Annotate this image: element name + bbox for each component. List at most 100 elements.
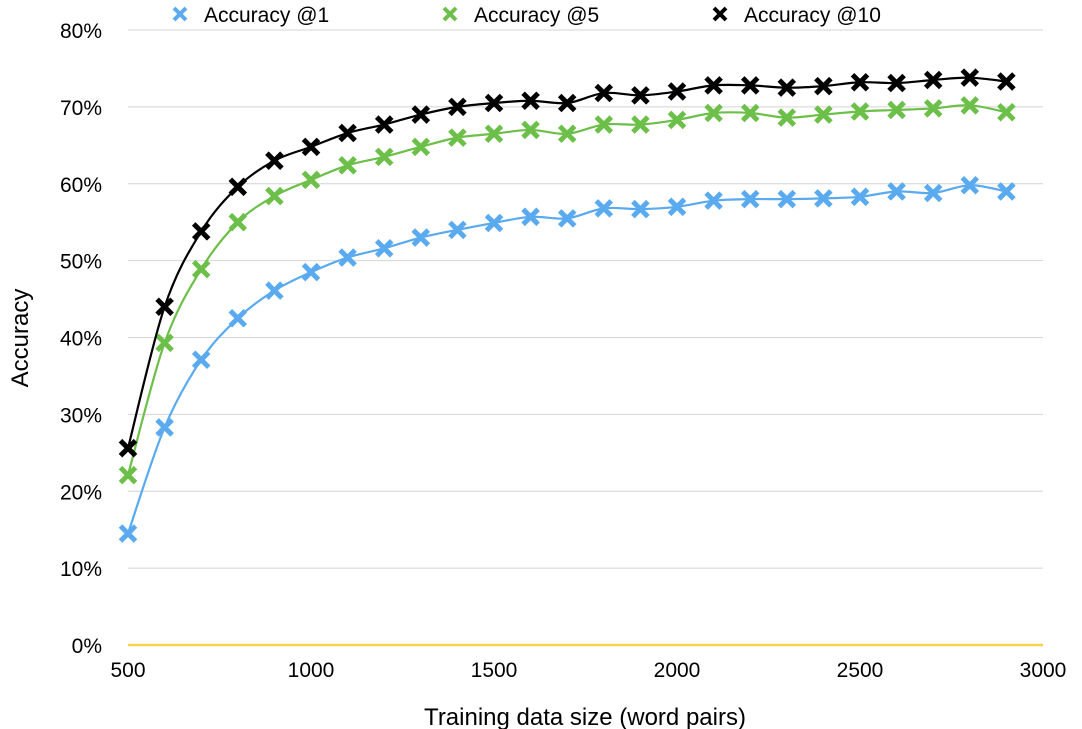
data-point: [740, 103, 760, 123]
marker-stroke: [740, 189, 760, 209]
marker-stroke: [814, 189, 833, 208]
marker-stroke: [265, 281, 284, 300]
legend-label: Accuracy @5: [474, 4, 599, 27]
data-point: [923, 183, 943, 203]
marker-stroke: [631, 199, 650, 219]
series-accuracy-5: [118, 96, 1016, 485]
marker-stroke: [740, 103, 760, 123]
data-point: [850, 187, 870, 207]
marker-stroke: [448, 220, 467, 240]
marker-stroke: [301, 262, 321, 282]
marker-stroke: [704, 76, 723, 95]
marker-stroke: [228, 177, 248, 197]
data-point: [191, 259, 211, 279]
marker-stroke: [521, 91, 540, 110]
marker-stroke: [338, 156, 357, 175]
data-point: [997, 182, 1016, 201]
marker-stroke: [338, 248, 357, 267]
data-point: [411, 105, 431, 124]
marker-stroke: [997, 72, 1016, 91]
x-tick-label: 2000: [654, 659, 701, 682]
x-tick-label: 1000: [288, 659, 335, 682]
legend-item: Accuracy @1: [172, 4, 329, 27]
data-point: [265, 151, 284, 170]
data-point: [960, 96, 980, 115]
data-point: [301, 170, 321, 190]
data-point: [740, 189, 760, 209]
y-tick-label: 50%: [60, 251, 102, 274]
y-tick-label: 30%: [60, 404, 102, 427]
marker-stroke: [814, 76, 833, 96]
marker-stroke: [557, 124, 577, 144]
data-point: [557, 209, 577, 228]
data-point: [557, 124, 577, 144]
data-point: [191, 350, 211, 370]
marker-stroke: [887, 73, 906, 93]
marker-stroke: [374, 239, 394, 258]
marker-stroke: [172, 6, 188, 22]
marker-stroke: [960, 96, 980, 115]
marker-stroke: [631, 86, 650, 105]
marker-stroke: [594, 115, 614, 134]
marker-stroke: [191, 222, 211, 241]
marker-stroke: [997, 102, 1016, 122]
marker-stroke: [301, 137, 321, 157]
marker-stroke: [594, 83, 614, 103]
data-point: [594, 199, 614, 218]
data-point: [594, 83, 614, 103]
data-point: [118, 438, 138, 458]
series-accuracy-10: [118, 68, 1016, 458]
y-tick-label: 40%: [60, 328, 102, 351]
marker-stroke: [118, 524, 138, 543]
marker-stroke: [557, 93, 577, 113]
legend: Accuracy @1 Accuracy @5 Accuracy @10: [172, 4, 881, 27]
data-point: [448, 220, 467, 240]
marker-stroke: [997, 182, 1016, 201]
marker-stroke: [777, 108, 797, 127]
marker-stroke: [777, 78, 797, 97]
marker-stroke: [667, 110, 687, 130]
data-point: [118, 465, 138, 485]
data-point: [667, 110, 687, 130]
marker-stroke: [484, 124, 504, 144]
y-tick-label: 70%: [60, 97, 102, 120]
marker-stroke: [411, 228, 431, 247]
marker-stroke: [740, 76, 760, 95]
data-point: [923, 70, 943, 90]
data-point: [448, 97, 467, 117]
marker-stroke: [374, 147, 394, 167]
data-point: [484, 124, 504, 144]
data-point: [155, 297, 174, 317]
data-point: [631, 86, 650, 105]
marker-stroke: [442, 6, 458, 22]
marker-stroke: [155, 297, 174, 317]
data-point: [704, 191, 723, 210]
marker-stroke: [118, 465, 138, 485]
data-point: [301, 262, 321, 282]
legend-marker-icon: [442, 6, 458, 22]
marker-stroke: [850, 187, 870, 207]
marker-stroke: [228, 212, 248, 232]
marker-stroke: [448, 97, 467, 117]
data-point: [777, 189, 797, 209]
x-tick-label: 3000: [1020, 659, 1067, 682]
legend-item: Accuracy @10: [712, 4, 881, 27]
data-point: [374, 147, 394, 167]
marker-stroke: [411, 137, 431, 157]
series-line: [126, 184, 1007, 534]
marker-stroke: [923, 99, 943, 118]
data-point: [850, 73, 870, 92]
data-point: [484, 93, 504, 113]
data-point: [448, 128, 467, 147]
data-point: [740, 76, 760, 95]
marker-stroke: [631, 115, 650, 134]
data-point: [997, 72, 1016, 91]
data-point: [960, 176, 980, 195]
marker-stroke: [374, 115, 394, 134]
data-point: [960, 68, 980, 87]
data-point: [814, 105, 833, 124]
data-point: [704, 103, 723, 123]
data-point: [887, 73, 906, 93]
data-point: [374, 115, 394, 134]
marker-stroke: [712, 6, 728, 22]
